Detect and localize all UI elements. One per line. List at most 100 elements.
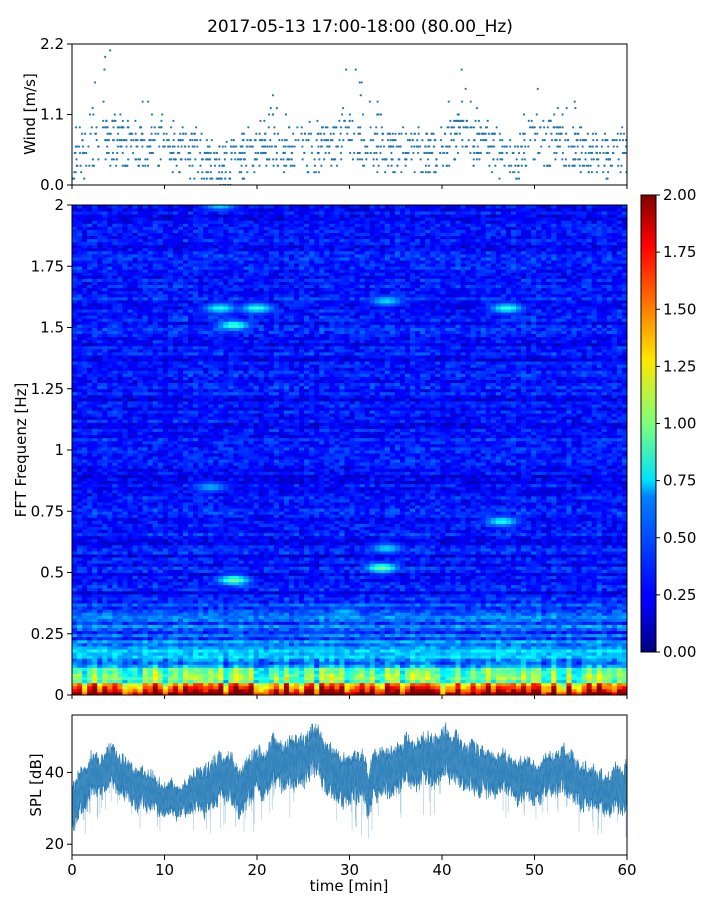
spectrogram-cell — [233, 655, 238, 658]
spectrogram-cell — [511, 658, 516, 661]
wind-point — [373, 158, 375, 160]
wind-point — [260, 152, 262, 154]
spectrogram-cell — [82, 680, 87, 683]
spectrogram-cell — [309, 664, 314, 667]
spectrogram-cell — [551, 661, 556, 664]
spectrogram-cell — [133, 686, 138, 689]
spectrogram-cell — [213, 661, 218, 664]
wind-point — [211, 177, 213, 179]
spectrogram-cell — [566, 683, 571, 686]
spectrogram-cell — [350, 686, 355, 689]
spectrogram-cell — [566, 671, 571, 674]
spectrogram-cell — [279, 683, 284, 686]
spectrogram-cell — [445, 655, 450, 658]
spectrogram-cell — [506, 658, 511, 661]
spectrogram-cell — [239, 683, 244, 686]
spectrogram-cell — [329, 683, 334, 686]
spectrogram-cell — [223, 683, 228, 686]
wind-point — [602, 171, 604, 173]
wind-point — [223, 152, 225, 154]
spectrogram-cell — [617, 686, 622, 689]
wind-point — [213, 152, 215, 154]
spectrogram-cell — [521, 683, 526, 686]
spectrogram-cell — [198, 674, 203, 677]
wind-point — [485, 139, 487, 141]
wind-point — [326, 145, 328, 147]
spectrogram-cell — [117, 683, 122, 686]
spectrogram-cell — [607, 658, 612, 661]
wind-point — [592, 133, 594, 135]
spectrogram-cell — [511, 677, 516, 680]
spectrogram-cell — [82, 689, 87, 692]
spectrogram-cell — [617, 680, 622, 683]
wind-point — [87, 145, 89, 147]
spectrogram-cell — [521, 667, 526, 670]
spectrogram-cell — [173, 683, 178, 686]
spectrogram-cell — [350, 674, 355, 677]
wind-point — [306, 165, 308, 167]
wind-point — [130, 139, 132, 141]
wind-point — [142, 165, 144, 167]
wind-point — [506, 152, 508, 154]
spectrogram-cell — [244, 686, 249, 689]
spectrogram-cell — [329, 664, 334, 667]
spectrogram-cell — [92, 655, 97, 658]
spectrogram-cell — [208, 686, 213, 689]
spectrogram-cell — [279, 671, 284, 674]
spectrogram-cell — [385, 680, 390, 683]
spectrogram-cell — [486, 674, 491, 677]
spectrogram-cell — [309, 674, 314, 677]
spectrogram-cell — [405, 664, 410, 667]
spectrogram-cell — [602, 667, 607, 670]
spectrogram-cell — [138, 667, 143, 670]
spectrogram-cell — [122, 655, 127, 658]
wind-point — [160, 126, 162, 128]
spectrogram-cell — [531, 686, 536, 689]
wind-point — [375, 152, 377, 154]
wind-point — [466, 120, 468, 122]
spectrogram-cell — [289, 683, 294, 686]
wind-point — [359, 81, 361, 83]
wind-point — [268, 113, 270, 115]
spectrogram-cell — [592, 686, 597, 689]
spectrogram-cell — [466, 686, 471, 689]
wind-point — [285, 113, 287, 115]
spectrogram-cell — [339, 667, 344, 670]
spectrogram-cell — [203, 667, 208, 670]
spectrogram-cell — [360, 674, 365, 677]
spectrogram-cell — [476, 686, 481, 689]
spectrogram-cell — [572, 677, 577, 680]
spectrogram-cell — [344, 689, 349, 692]
wind-point — [410, 133, 412, 135]
spectrogram-cell — [572, 683, 577, 686]
wind-point — [323, 158, 325, 160]
spectrogram-cell — [117, 658, 122, 661]
spectrogram-cell — [102, 661, 107, 664]
wind-point — [286, 158, 288, 160]
spectrogram-cell — [425, 677, 430, 680]
wind-point — [584, 158, 586, 160]
wind-point — [135, 133, 137, 135]
spectrogram-panel: 00.250.50.7511.251.51.752 FFT Frequenz [… — [12, 196, 627, 704]
spectrogram-cell — [102, 683, 107, 686]
wind-point — [603, 165, 605, 167]
wind-point — [311, 145, 313, 147]
wind-point — [325, 139, 327, 141]
spectrogram-cell — [254, 689, 259, 692]
wind-point — [243, 133, 245, 135]
spectrogram-cell — [294, 674, 299, 677]
spectrogram-cell — [521, 689, 526, 692]
wind-point — [114, 113, 116, 115]
spectrogram-cell — [561, 674, 566, 677]
spectrogram-cell — [445, 674, 450, 677]
spectrogram-cell — [344, 661, 349, 664]
spectrogram-cell — [239, 661, 244, 664]
spectrogram-cell — [97, 671, 102, 674]
spectrogram-cell — [299, 677, 304, 680]
wind-point — [305, 139, 307, 141]
spectrogram-cell — [365, 655, 370, 658]
wind-point — [457, 152, 459, 154]
spectrogram-cell — [274, 664, 279, 667]
spectrogram-cell — [370, 680, 375, 683]
wind-point — [396, 145, 398, 147]
